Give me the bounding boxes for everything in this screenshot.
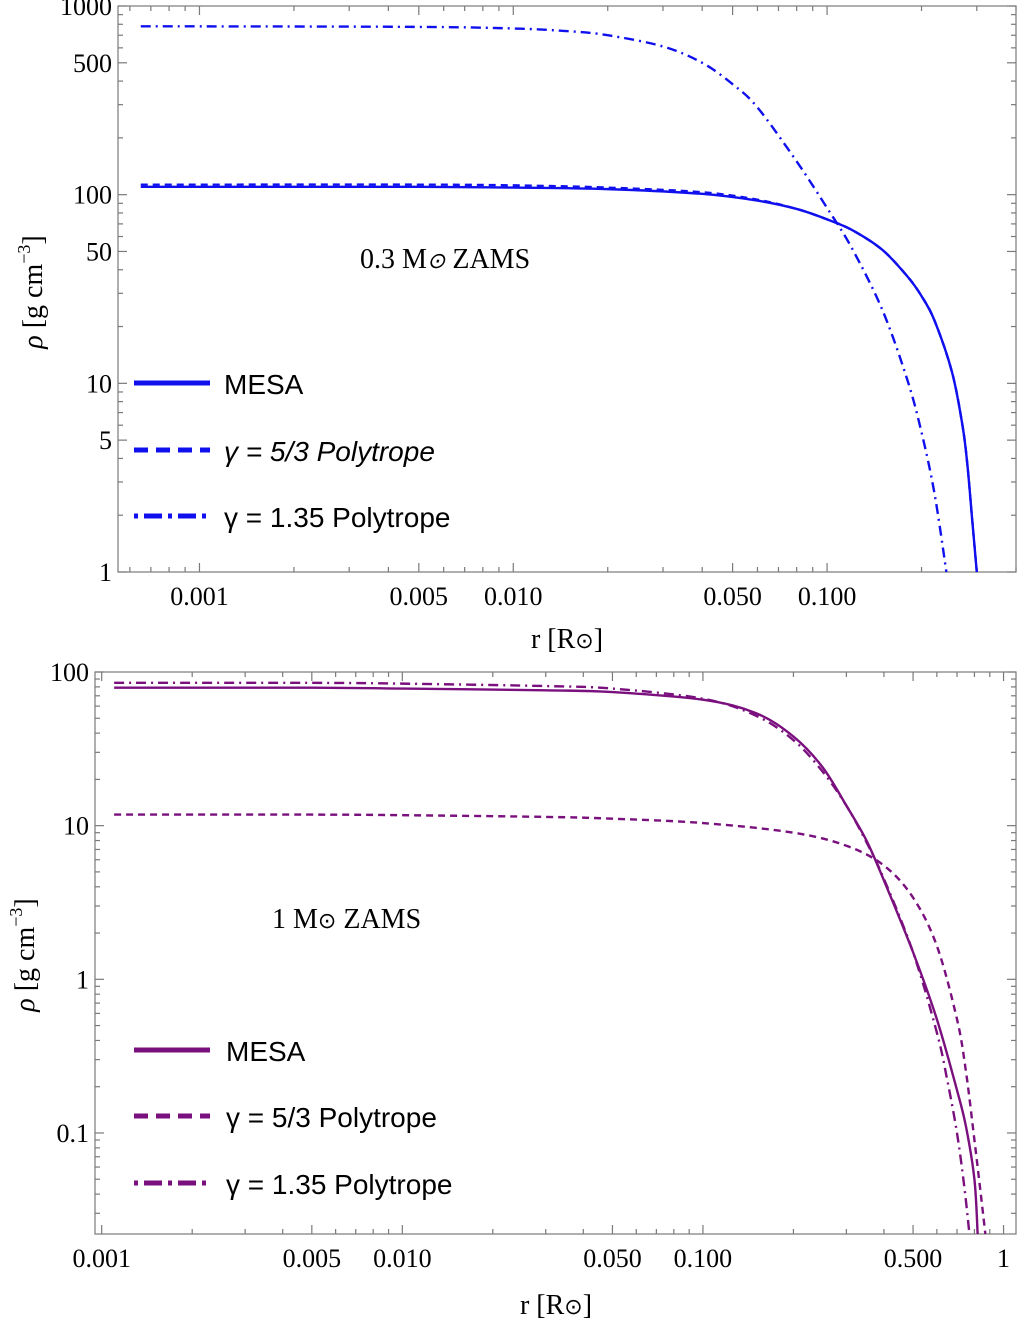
ylabel-top: ρ [g cm−3] — [14, 235, 49, 349]
x-tick-label-top: 0.010 — [484, 582, 543, 611]
y-tick-label-top: 1 — [99, 558, 112, 587]
axis-ticks-top: 0.001 0.005 0.010 0.050 0.100 1 5 10 50 100 500 100… — [60, 0, 1017, 611]
annotation-top: 0.3 M⊙ ZAMS — [360, 244, 530, 275]
x-tick-label-bottom: 0.010 — [373, 1244, 432, 1273]
plot-frame-top — [117, 5, 1017, 573]
x-tick-label-top: 0.001 — [170, 582, 229, 611]
legend-label-135-top: γ = 1.35 Polytrope — [224, 502, 450, 533]
y-tick-label-bottom: 10 — [63, 812, 89, 841]
sun-symbol-bottom: ⊙ — [318, 908, 336, 933]
y-tick-label-top: 1000 — [60, 0, 112, 21]
legend-bottom: MESA γ = 5/3 Polytrope γ = 1.35 Polytrop… — [134, 1036, 452, 1200]
legend-top: MESA γ = 5/3 Polytrope γ = 1.35 Polytrop… — [134, 369, 450, 533]
y-tick-label-top: 5 — [99, 426, 112, 455]
x-tick-label-bottom: 0.100 — [674, 1244, 733, 1273]
legend-label-53-top: γ = 5/3 Polytrope — [224, 436, 435, 467]
legend-label-135-bottom: γ = 1.35 Polytrope — [226, 1169, 452, 1200]
series-line-dashed-bottom — [114, 813, 987, 1235]
y-tick-label-top: 500 — [73, 49, 112, 78]
series-line-solid-bottom — [114, 686, 979, 1235]
legend-label-mesa-top: MESA — [224, 369, 304, 400]
x-tick-label-top: 0.050 — [703, 582, 762, 611]
plot-frame-bottom — [94, 671, 1017, 1235]
y-tick-label-top: 10 — [86, 369, 112, 398]
x-tick-label-top: 0.100 — [798, 582, 857, 611]
chart-bottom: 0.001 0.005 0.010 0.050 0.100 0.500 1 0.1 1 10 100… — [6, 658, 1017, 1321]
x-tick-label-bottom: 0.005 — [283, 1244, 342, 1273]
y-tick-label-bottom: 0.1 — [57, 1119, 90, 1148]
sun-symbol-top: ⊙ — [427, 248, 446, 273]
chart-top: 0.001 0.005 0.010 0.050 0.100 1 5 10 50 100 500 100… — [14, 0, 1017, 655]
x-tick-label-bottom: 1 — [997, 1244, 1010, 1273]
ylabel-bottom: ρ [g cm−3] — [6, 898, 41, 1012]
annotation-bottom: 1 M⊙ ZAMS — [272, 904, 421, 935]
series-top — [140, 25, 978, 573]
y-tick-label-top: 100 — [73, 181, 112, 210]
legend-label-mesa-bottom: MESA — [226, 1036, 306, 1067]
x-tick-label-bottom: 0.050 — [583, 1244, 642, 1273]
x-tick-label-bottom: 0.500 — [884, 1244, 943, 1273]
y-tick-label-top: 50 — [86, 237, 112, 266]
x-tick-label-top: 0.005 — [390, 582, 449, 611]
series-bottom — [114, 681, 987, 1235]
series-line-dashdot-top — [140, 25, 948, 573]
xlabel-bottom: r [R⊙] — [520, 1290, 592, 1321]
series-line-dashdot-bottom — [114, 681, 971, 1235]
axis-ticks-bottom: 0.001 0.005 0.010 0.050 0.100 0.500 1 0.1 1 10 100 — [50, 658, 1016, 1273]
y-tick-label-bottom: 1 — [76, 965, 89, 994]
x-tick-label-bottom: 0.001 — [72, 1244, 131, 1273]
legend-label-53-bottom: γ = 5/3 Polytrope — [226, 1102, 437, 1133]
y-tick-label-bottom: 100 — [50, 658, 89, 687]
xlabel-top: r [R⊙] — [531, 624, 603, 655]
